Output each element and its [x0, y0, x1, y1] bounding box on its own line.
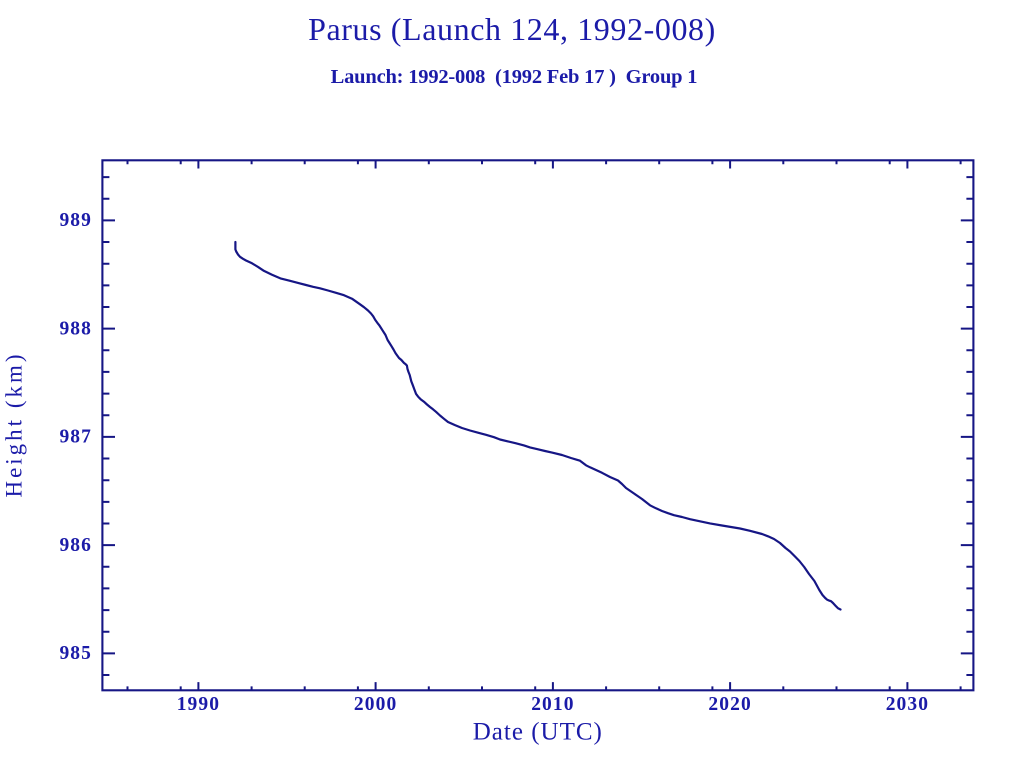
svg-text:Date (UTC): Date (UTC)	[473, 719, 603, 746]
svg-text:2030: 2030	[886, 694, 929, 715]
svg-text:986: 986	[59, 535, 92, 556]
svg-text:Height (km): Height (km)	[2, 351, 27, 497]
svg-text:2000: 2000	[354, 694, 397, 715]
svg-text:2020: 2020	[708, 694, 751, 715]
svg-text:2010: 2010	[531, 694, 574, 715]
svg-text:1990: 1990	[177, 694, 220, 715]
svg-text:988: 988	[59, 318, 92, 339]
svg-text:987: 987	[59, 427, 92, 448]
svg-text:Parus (Launch 124, 1992-008): Parus (Launch 124, 1992-008)	[308, 11, 716, 47]
svg-text:985: 985	[59, 643, 92, 664]
svg-text:989: 989	[59, 210, 92, 231]
svg-text:Launch: 1992-008 (1992 Feb 17: Launch: 1992-008 (1992 Feb 17 ) Group 1	[331, 66, 698, 88]
